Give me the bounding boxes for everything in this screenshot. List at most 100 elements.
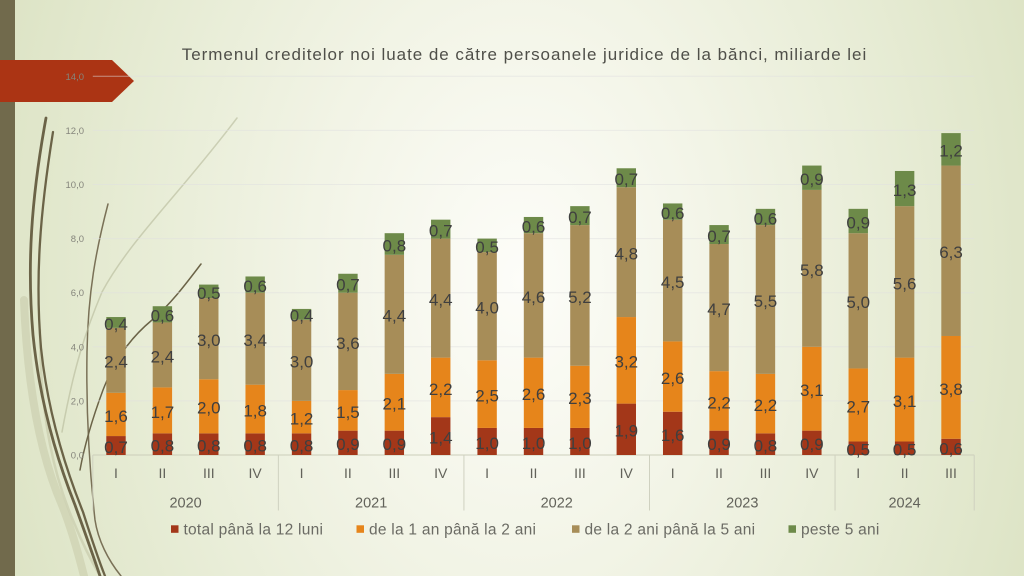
- svg-text:0,9: 0,9: [707, 435, 731, 454]
- svg-text:4,4: 4,4: [383, 307, 407, 326]
- svg-text:IV: IV: [805, 465, 819, 481]
- svg-text:2,2: 2,2: [754, 396, 778, 415]
- svg-text:4,5: 4,5: [661, 273, 685, 292]
- svg-text:5,8: 5,8: [800, 261, 824, 280]
- svg-text:0,8: 0,8: [197, 437, 221, 456]
- svg-text:2,6: 2,6: [522, 385, 546, 404]
- svg-text:14,0: 14,0: [66, 72, 85, 83]
- svg-text:1,9: 1,9: [614, 422, 638, 441]
- svg-text:0,8: 0,8: [243, 437, 267, 456]
- svg-text:2,3: 2,3: [568, 389, 592, 408]
- svg-text:II: II: [530, 465, 538, 481]
- svg-text:1,3: 1,3: [893, 181, 917, 200]
- svg-text:2022: 2022: [541, 496, 573, 512]
- svg-text:2,1: 2,1: [383, 395, 407, 414]
- svg-text:0,7: 0,7: [568, 208, 592, 227]
- svg-text:total până la 12 luni: total până la 12 luni: [184, 522, 324, 539]
- svg-text:1,4: 1,4: [429, 428, 453, 447]
- svg-text:3,0: 3,0: [290, 353, 314, 372]
- svg-text:0,7: 0,7: [336, 276, 360, 295]
- svg-text:0,5: 0,5: [475, 238, 499, 257]
- svg-text:6,3: 6,3: [939, 243, 963, 262]
- svg-text:4,7: 4,7: [707, 300, 731, 319]
- svg-text:IV: IV: [249, 465, 263, 481]
- svg-text:2020: 2020: [169, 496, 201, 512]
- svg-text:2,7: 2,7: [846, 397, 870, 416]
- svg-text:8,0: 8,0: [71, 234, 84, 245]
- svg-text:0,9: 0,9: [800, 170, 824, 189]
- svg-text:5,0: 5,0: [846, 293, 870, 312]
- svg-text:0,6: 0,6: [151, 307, 175, 326]
- svg-text:peste 5 ani: peste 5 ani: [801, 522, 880, 539]
- svg-text:5,2: 5,2: [568, 288, 592, 307]
- svg-text:0,9: 0,9: [846, 213, 870, 232]
- svg-text:4,4: 4,4: [429, 291, 453, 310]
- svg-text:5,6: 5,6: [893, 274, 917, 293]
- svg-text:1,8: 1,8: [243, 401, 267, 420]
- svg-text:3,6: 3,6: [336, 334, 360, 353]
- svg-text:4,6: 4,6: [522, 288, 546, 307]
- svg-text:0,9: 0,9: [800, 435, 824, 454]
- svg-text:1,2: 1,2: [939, 142, 963, 161]
- svg-text:0,4: 0,4: [290, 307, 314, 326]
- svg-text:de la 2 ani până la 5 ani: de la 2 ani până la 5 ani: [585, 522, 756, 539]
- svg-text:1,6: 1,6: [104, 407, 128, 426]
- svg-text:2,6: 2,6: [661, 369, 685, 388]
- svg-text:0,5: 0,5: [846, 441, 870, 460]
- svg-text:6,0: 6,0: [71, 288, 84, 299]
- svg-text:10,0: 10,0: [66, 180, 85, 191]
- svg-text:III: III: [760, 465, 772, 481]
- svg-text:I: I: [485, 465, 489, 481]
- svg-text:I: I: [114, 465, 118, 481]
- svg-text:1,5: 1,5: [336, 403, 360, 422]
- svg-text:0,6: 0,6: [939, 439, 963, 458]
- svg-text:0,8: 0,8: [151, 437, 175, 456]
- svg-text:0,9: 0,9: [336, 435, 360, 454]
- svg-text:2,0: 2,0: [71, 396, 84, 407]
- svg-text:3,0: 3,0: [197, 331, 221, 350]
- svg-text:12,0: 12,0: [66, 126, 85, 137]
- svg-text:1,0: 1,0: [522, 434, 546, 453]
- svg-text:IV: IV: [434, 465, 448, 481]
- svg-text:0,0: 0,0: [71, 451, 84, 462]
- svg-text:3,8: 3,8: [939, 380, 963, 399]
- svg-text:0,5: 0,5: [197, 284, 221, 303]
- svg-text:1,0: 1,0: [475, 434, 499, 453]
- svg-text:II: II: [715, 465, 723, 481]
- svg-text:0,8: 0,8: [383, 236, 407, 255]
- svg-text:4,0: 4,0: [475, 299, 499, 318]
- svg-text:0,8: 0,8: [754, 437, 778, 456]
- svg-text:2,4: 2,4: [151, 347, 175, 366]
- svg-text:I: I: [300, 465, 304, 481]
- svg-text:3,1: 3,1: [893, 392, 917, 411]
- svg-text:1,0: 1,0: [568, 434, 592, 453]
- svg-text:0,7: 0,7: [707, 227, 731, 246]
- svg-text:1,6: 1,6: [661, 426, 685, 445]
- svg-text:de la 1 an până la 2 ani: de la 1 an până la 2 ani: [369, 522, 536, 539]
- svg-text:II: II: [901, 465, 909, 481]
- svg-text:2,0: 2,0: [197, 399, 221, 418]
- svg-text:I: I: [671, 465, 675, 481]
- svg-text:II: II: [158, 465, 166, 481]
- svg-text:II: II: [344, 465, 352, 481]
- svg-text:2,2: 2,2: [707, 393, 731, 412]
- svg-text:0,4: 0,4: [104, 315, 128, 334]
- svg-text:0,7: 0,7: [104, 438, 128, 457]
- svg-text:2023: 2023: [726, 496, 758, 512]
- svg-text:3,1: 3,1: [800, 381, 824, 400]
- svg-text:I: I: [856, 465, 860, 481]
- svg-text:1,2: 1,2: [290, 410, 314, 429]
- svg-text:0,6: 0,6: [754, 209, 778, 228]
- svg-text:Termenul creditelor noi luate: Termenul creditelor noi luate de către p…: [182, 45, 867, 64]
- svg-text:0,7: 0,7: [614, 170, 638, 189]
- svg-text:2024: 2024: [888, 496, 920, 512]
- svg-text:2021: 2021: [355, 496, 387, 512]
- svg-text:3,2: 3,2: [614, 353, 638, 372]
- svg-text:0,6: 0,6: [243, 277, 267, 296]
- svg-text:III: III: [945, 465, 957, 481]
- svg-text:0,9: 0,9: [383, 435, 407, 454]
- svg-text:0,7: 0,7: [429, 222, 453, 241]
- svg-text:III: III: [574, 465, 586, 481]
- svg-text:0,8: 0,8: [290, 437, 314, 456]
- svg-text:4,8: 4,8: [614, 245, 638, 264]
